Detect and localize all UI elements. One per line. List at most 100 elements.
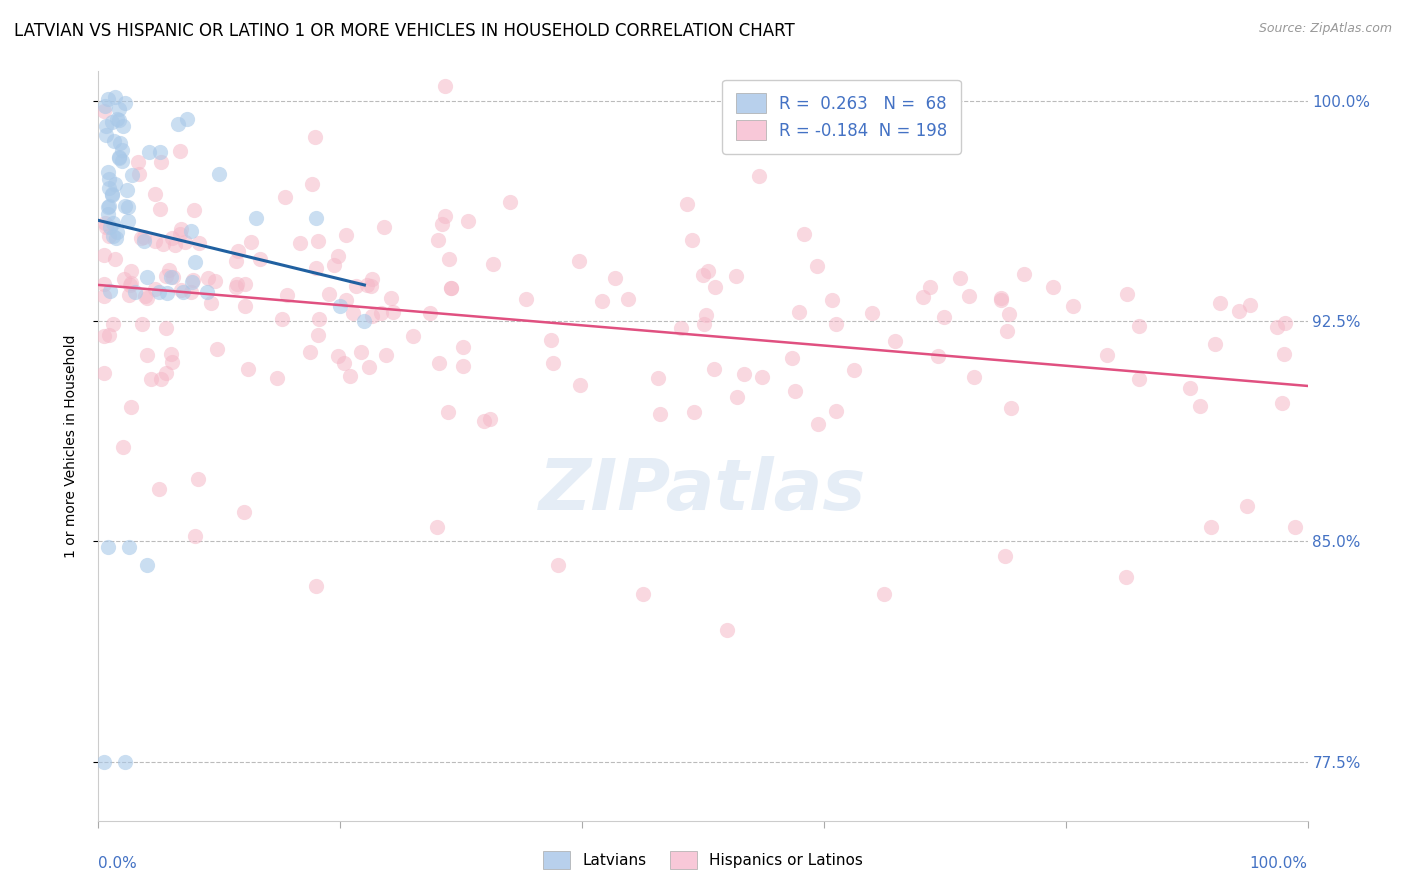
Point: [98, 228, 121, 243]
Point: [93, 288, 115, 302]
Point: [1062, 298, 1084, 312]
Point: [373, 220, 395, 235]
Point: [873, 587, 896, 601]
Point: [785, 384, 807, 398]
Point: [329, 300, 352, 314]
Point: [361, 309, 384, 323]
Point: [419, 306, 441, 320]
Point: [669, 320, 692, 334]
Point: [1272, 347, 1295, 361]
Point: [118, 541, 141, 555]
Point: [825, 318, 848, 332]
Point: [361, 272, 384, 286]
Point: [181, 275, 204, 289]
Point: [430, 217, 453, 231]
Point: [342, 305, 364, 319]
Point: [994, 549, 1017, 564]
Point: [1271, 395, 1294, 409]
Point: [104, 252, 127, 267]
Point: [166, 117, 188, 131]
Point: [1115, 570, 1137, 584]
Point: [114, 199, 136, 213]
Point: [104, 177, 127, 191]
Point: [208, 167, 231, 181]
Point: [402, 329, 425, 343]
Point: [998, 307, 1021, 321]
Point: [307, 327, 329, 342]
Point: [232, 505, 254, 519]
Point: [110, 144, 132, 158]
Point: [105, 112, 128, 126]
Point: [148, 285, 170, 299]
Point: [266, 371, 288, 385]
Point: [920, 279, 942, 293]
Point: [360, 278, 382, 293]
Point: [149, 202, 172, 216]
Point: [305, 578, 328, 592]
Point: [305, 261, 328, 276]
Point: [631, 587, 654, 601]
Point: [350, 345, 373, 359]
Point: [135, 558, 157, 572]
Point: [1209, 296, 1232, 310]
Point: [233, 277, 256, 291]
Point: [451, 340, 474, 354]
Point: [160, 270, 183, 285]
Point: [225, 254, 247, 268]
Point: [478, 412, 501, 426]
Point: [270, 312, 292, 326]
Point: [143, 282, 166, 296]
Point: [301, 178, 323, 192]
Point: [472, 414, 495, 428]
Point: [120, 401, 142, 415]
Point: [807, 417, 830, 432]
Point: [911, 290, 934, 304]
Point: [187, 472, 209, 486]
Text: 0.0%: 0.0%: [98, 856, 138, 871]
Point: [927, 349, 949, 363]
Point: [111, 154, 134, 169]
Point: [132, 230, 155, 244]
Point: [138, 145, 160, 159]
Point: [94, 98, 117, 112]
Point: [821, 293, 844, 307]
Point: [457, 214, 479, 228]
Point: [108, 136, 131, 151]
Point: [129, 230, 152, 244]
Point: [93, 366, 115, 380]
Point: [134, 234, 156, 248]
Point: [1116, 286, 1139, 301]
Point: [697, 264, 720, 278]
Point: [515, 293, 537, 307]
Point: [436, 405, 458, 419]
Point: [308, 312, 330, 326]
Point: [824, 403, 846, 417]
Point: [1199, 520, 1222, 534]
Point: [160, 347, 183, 361]
Point: [1095, 348, 1118, 362]
Text: Source: ZipAtlas.com: Source: ZipAtlas.com: [1258, 22, 1392, 36]
Point: [170, 283, 193, 297]
Point: [121, 168, 143, 182]
Point: [150, 155, 173, 169]
Point: [934, 310, 956, 325]
Point: [370, 306, 392, 320]
Point: [249, 252, 271, 267]
Point: [197, 271, 219, 285]
Point: [93, 104, 115, 119]
Point: [205, 342, 228, 356]
Y-axis label: 1 or more Vehicles in Household: 1 or more Vehicles in Household: [63, 334, 77, 558]
Point: [949, 270, 972, 285]
Point: [180, 224, 202, 238]
Point: [332, 356, 354, 370]
Point: [1180, 381, 1202, 395]
Point: [1204, 337, 1226, 351]
Point: [569, 378, 592, 392]
Point: [1012, 267, 1035, 281]
Point: [568, 254, 591, 268]
Point: [995, 325, 1018, 339]
Point: [169, 144, 191, 158]
Point: [160, 355, 183, 369]
Point: [1227, 303, 1250, 318]
Point: [437, 252, 460, 267]
